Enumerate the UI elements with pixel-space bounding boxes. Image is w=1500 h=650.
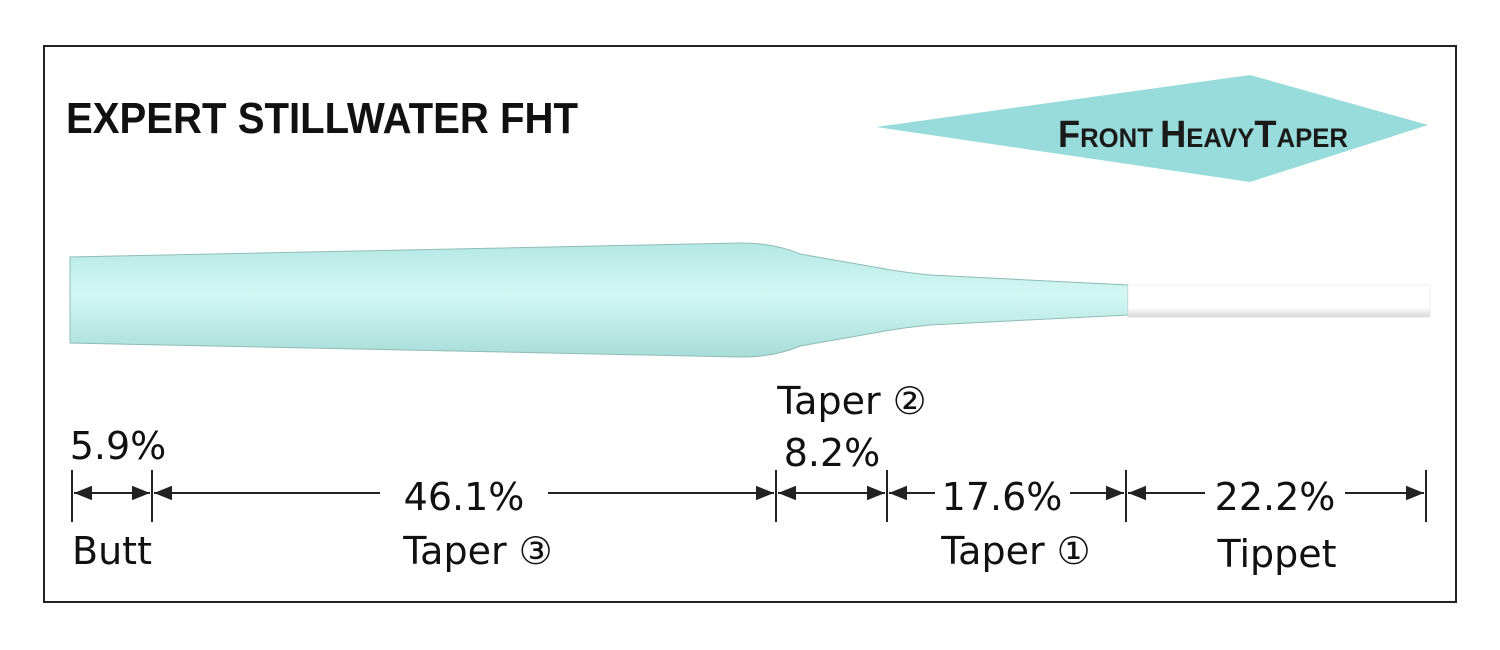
tippet-section bbox=[1127, 284, 1431, 318]
badge-shape bbox=[876, 75, 1428, 182]
taper2-percent: 8.2% bbox=[784, 431, 881, 475]
taper1-percent: 17.6% bbox=[942, 475, 1063, 519]
tippet-name: Tippet bbox=[1216, 532, 1336, 576]
fly-line-profile bbox=[69, 242, 1431, 358]
badge-word: RONT bbox=[1080, 123, 1153, 153]
taper3-percent: 46.1% bbox=[404, 475, 525, 519]
badge-word: EAVY bbox=[1186, 123, 1254, 153]
taper2-name: Taper ② bbox=[776, 379, 926, 423]
dimension-lines bbox=[71, 470, 1427, 522]
tippet-percent: 22.2% bbox=[1215, 475, 1336, 519]
front-heavy-taper-badge: FRONT HEAVYTAPER bbox=[876, 75, 1428, 182]
butt-name: Butt bbox=[72, 529, 152, 573]
taper1-name: Taper ① bbox=[940, 529, 1090, 573]
badge-letter: T bbox=[1254, 114, 1276, 156]
badge-word: APER bbox=[1277, 123, 1348, 153]
section-labels: 5.9% Butt 46.1% Taper ③ Taper ② 8.2% 17.… bbox=[70, 379, 1337, 576]
butt-percent: 5.9% bbox=[70, 424, 167, 468]
taper3-name: Taper ③ bbox=[402, 529, 552, 573]
diagram-title: EXPERT STILLWATER FHT bbox=[66, 94, 578, 143]
badge-letter: H bbox=[1160, 114, 1186, 156]
svg-text:FRONT HEAVYTAPER: FRONT HEAVYTAPER bbox=[1058, 114, 1348, 156]
badge-letter: F bbox=[1058, 114, 1080, 156]
